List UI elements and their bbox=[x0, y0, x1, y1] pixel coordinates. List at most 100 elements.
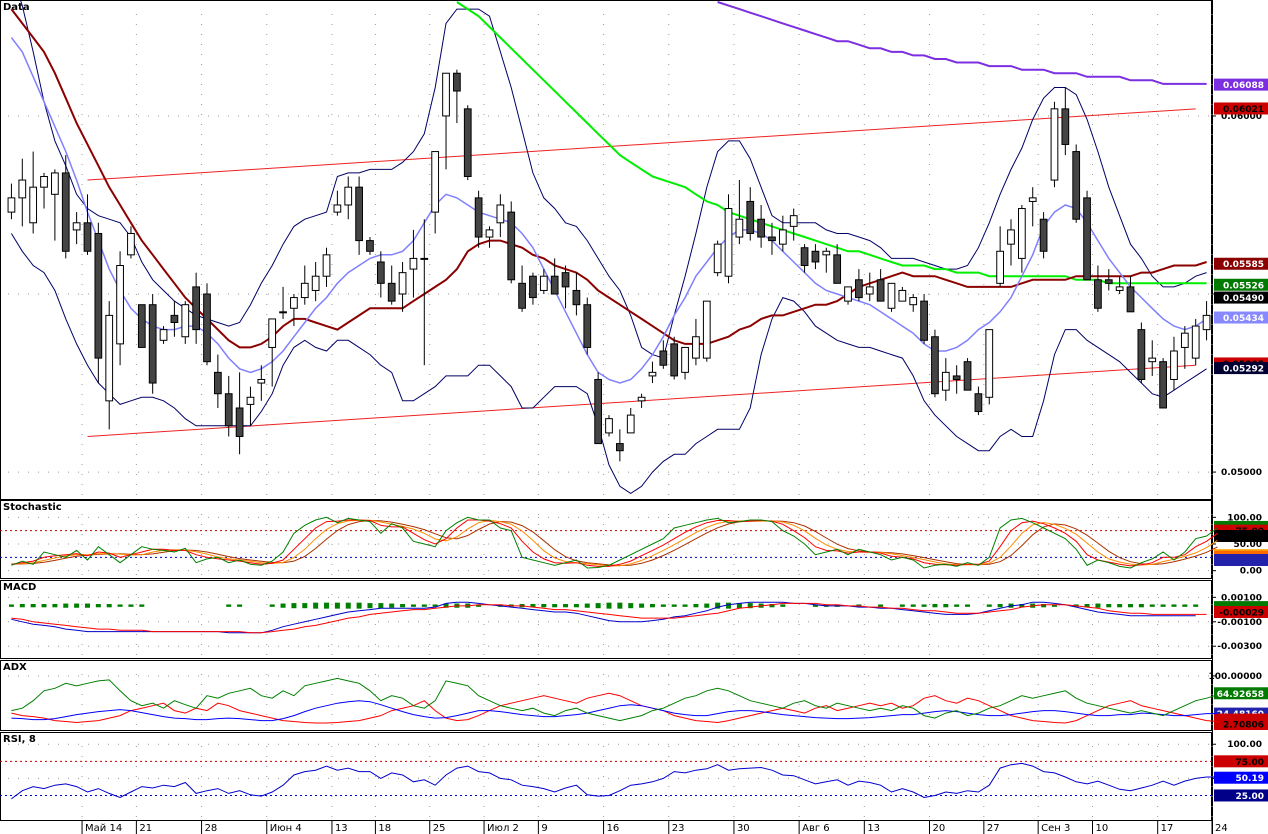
macd-histogram-bar bbox=[921, 604, 927, 607]
macd-histogram-bar bbox=[280, 603, 286, 608]
macd-tick-label: -0.00300 bbox=[1217, 642, 1262, 652]
candle-body bbox=[485, 229, 494, 238]
adx-plus-di-line bbox=[11, 677, 1218, 722]
candle-body bbox=[963, 361, 972, 391]
price-price-badge-label: 0.06021 bbox=[1223, 105, 1264, 115]
macd-histogram-bar bbox=[780, 604, 786, 607]
price-price-badge-label: 0.05585 bbox=[1223, 260, 1264, 270]
macd-histogram-bar bbox=[682, 604, 688, 607]
macd-histogram-bar bbox=[1128, 603, 1134, 608]
candle-body bbox=[529, 275, 537, 299]
candle-body bbox=[778, 229, 787, 245]
stochastic-frame bbox=[0, 500, 1212, 579]
candle-body bbox=[572, 289, 581, 306]
adx-frame bbox=[0, 660, 1212, 731]
candle-body bbox=[29, 186, 38, 224]
candle-body bbox=[213, 371, 222, 395]
macd-histogram-bar bbox=[19, 603, 25, 608]
rsi-tick-label: 100.00 bbox=[1227, 740, 1262, 750]
candle-body bbox=[985, 329, 994, 398]
time-axis-label: 13 bbox=[335, 823, 348, 834]
candle-body bbox=[855, 279, 863, 299]
adx-price-badge-label: 2.70806 bbox=[1223, 721, 1264, 731]
macd-histogram-bar bbox=[1019, 603, 1025, 608]
macd-histogram-bar bbox=[704, 603, 710, 608]
candle-body bbox=[51, 172, 59, 195]
candle-body bbox=[159, 329, 168, 341]
macd-histogram-bar bbox=[476, 604, 482, 607]
sma-slow-line bbox=[456, 1, 1207, 285]
candle-body bbox=[865, 286, 874, 295]
candle-body bbox=[615, 443, 624, 452]
macd-histogram-bar bbox=[1084, 603, 1090, 608]
candle-body bbox=[72, 222, 81, 231]
macd-histogram-bar bbox=[63, 603, 69, 608]
time-axis-label: 23 bbox=[672, 823, 685, 834]
candle-body bbox=[735, 218, 744, 238]
candle-body bbox=[996, 250, 1005, 284]
candle-body bbox=[1061, 108, 1070, 145]
candle-body bbox=[1137, 329, 1146, 380]
macd-histogram-bar bbox=[237, 604, 243, 607]
rsi-price-badge-label: 50.19 bbox=[1236, 774, 1264, 784]
stochastic-title: Stochastic bbox=[3, 502, 62, 513]
candle-body bbox=[1126, 286, 1135, 313]
macd-histogram-bar bbox=[378, 603, 384, 609]
adx-price-badge bbox=[1214, 718, 1268, 730]
candle-body bbox=[583, 304, 592, 348]
macd-histogram-bar bbox=[660, 604, 666, 607]
candle-body bbox=[518, 282, 526, 309]
candle-body bbox=[137, 304, 146, 348]
candle-body bbox=[898, 289, 907, 302]
price-price-badge bbox=[1214, 362, 1268, 375]
candle-body bbox=[1028, 197, 1037, 202]
candle-body bbox=[257, 378, 266, 384]
candle-body bbox=[1191, 325, 1200, 359]
macd-histogram-bar bbox=[291, 603, 297, 609]
candle-body bbox=[648, 371, 657, 377]
candle-body bbox=[61, 172, 70, 252]
candle-body bbox=[127, 232, 135, 256]
candle-body bbox=[539, 275, 548, 291]
candle-body bbox=[605, 418, 613, 434]
candle-body bbox=[1007, 229, 1015, 245]
rsi-title: RSI, 8 bbox=[3, 734, 36, 745]
stochastic-title-bg bbox=[1, 501, 71, 513]
stochastic-tick-label: 0.00 bbox=[1240, 567, 1262, 577]
candle-body bbox=[300, 282, 309, 299]
macd-histogram-bar bbox=[389, 603, 395, 608]
candle-body bbox=[920, 300, 928, 341]
candle-body bbox=[800, 247, 809, 267]
macd-histogram-bar bbox=[997, 603, 1003, 608]
adx-title: ADX bbox=[3, 662, 27, 673]
macd-histogram-bar bbox=[367, 603, 373, 609]
candle-body bbox=[235, 407, 244, 437]
candle-body bbox=[952, 375, 961, 380]
candle-body bbox=[594, 378, 603, 445]
candle-body bbox=[496, 204, 505, 224]
candle-body bbox=[833, 254, 842, 284]
macd-histogram-bar bbox=[313, 602, 319, 609]
macd-histogram-bar bbox=[595, 603, 601, 609]
rsi-price-badge bbox=[1214, 755, 1268, 768]
candle-body bbox=[724, 208, 733, 277]
price-price-badge-label: 0.06088 bbox=[1223, 81, 1264, 91]
macd-histogram-bar bbox=[530, 603, 536, 608]
macd-histogram-bar bbox=[769, 603, 775, 608]
price-price-badge bbox=[1214, 257, 1268, 270]
candle-body bbox=[637, 396, 646, 402]
candle-body bbox=[1159, 361, 1167, 409]
macd-histogram-bar bbox=[410, 604, 416, 607]
candle-body bbox=[148, 304, 157, 384]
rsi-line bbox=[11, 762, 1218, 800]
price-title: Data bbox=[3, 2, 30, 13]
macd-histogram-bar bbox=[552, 603, 558, 608]
time-axis-label: 9 bbox=[541, 823, 547, 834]
candle-body bbox=[974, 393, 983, 413]
candle-body bbox=[387, 282, 396, 302]
price-price-badge bbox=[1214, 278, 1268, 291]
price-title-bg bbox=[1, 1, 33, 13]
stochastic-price-badge bbox=[1214, 530, 1268, 542]
macd-histogram-bar bbox=[617, 602, 623, 609]
candle-body bbox=[431, 151, 440, 213]
